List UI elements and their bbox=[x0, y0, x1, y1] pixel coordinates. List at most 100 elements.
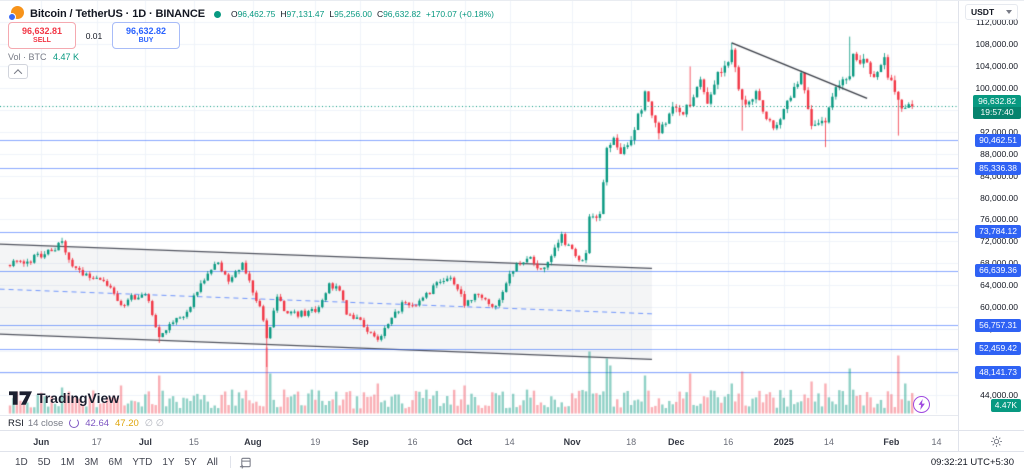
range-button-6m[interactable]: 6M bbox=[103, 455, 127, 470]
sell-price: 96,632.81 bbox=[21, 26, 63, 37]
chevron-down-icon bbox=[1006, 10, 1012, 14]
current-price-badge: 96,632.82 19:57:40 bbox=[973, 95, 1021, 120]
indicator-loading-icon bbox=[69, 418, 80, 428]
axis-divider bbox=[958, 431, 959, 452]
time-axis-tick: 14 bbox=[504, 437, 515, 447]
axis-settings-button[interactable] bbox=[989, 434, 1004, 449]
time-axis-tick: 15 bbox=[188, 437, 199, 447]
rsi-ma-value: 47.20 bbox=[115, 417, 139, 429]
close-value: 96,632.82 bbox=[383, 9, 421, 19]
level-price-badge: 90,462.51 bbox=[975, 133, 1021, 147]
price-scale[interactable]: USDT 112,000.00 108,000.00 104,000.00 100,0… bbox=[958, 1, 1024, 430]
chart-legend: Bitcoin / TetherUS · 1D · BINANCE O96,46… bbox=[8, 6, 494, 22]
market-status-icon bbox=[213, 10, 221, 18]
time-axis-tick: Sep bbox=[352, 437, 369, 447]
gear-icon bbox=[991, 436, 1002, 447]
calendar-icon bbox=[240, 457, 252, 469]
time-axis-tick: Dec bbox=[667, 437, 685, 447]
open-label: O bbox=[230, 9, 238, 19]
collapse-legend-button[interactable] bbox=[8, 64, 28, 79]
bar-countdown: 19:57:40 bbox=[973, 107, 1021, 120]
range-button-1m[interactable]: 1M bbox=[56, 455, 80, 470]
volume-label: Vol · BTC bbox=[8, 52, 47, 62]
time-axis-tick: Jul bbox=[138, 437, 152, 447]
time-axis-tick: 14 bbox=[931, 437, 942, 447]
volume-scale-badge: 4.47K bbox=[990, 399, 1021, 412]
go-to-date-button[interactable] bbox=[238, 454, 254, 470]
time-axis-tick: Jun bbox=[33, 437, 50, 447]
price-scale-label: 112,000.00 bbox=[976, 17, 1018, 28]
time-axis[interactable]: Jun 17 Jul 15 Aug 19 Sep 16 Oct 14 Nov 18 Dec 16 2025 1… bbox=[0, 430, 1024, 452]
time-axis-tick: Feb bbox=[883, 437, 900, 447]
time-axis-tick: Nov bbox=[563, 437, 581, 447]
range-button-1d[interactable]: 1D bbox=[10, 455, 33, 470]
price-scale-label: 44,000.00 bbox=[980, 389, 1018, 400]
trade-buttons: 96,632.81 SELL 0.01 96,632.82 BUY bbox=[8, 22, 180, 49]
price-scale-label: 80,000.00 bbox=[980, 192, 1018, 203]
tradingview-logo-icon bbox=[9, 390, 32, 405]
time-axis-tick: 14 bbox=[823, 437, 834, 447]
time-axis-tick: 19 bbox=[310, 437, 321, 447]
spread-value: 0.01 bbox=[85, 30, 103, 41]
current-price-value: 96,632.82 bbox=[978, 96, 1016, 107]
level-price-badge: 48,141.73 bbox=[975, 365, 1021, 379]
low-label: L bbox=[329, 9, 335, 19]
open-value: 96,462.75 bbox=[237, 9, 276, 19]
price-scale-label: 84,000.00 bbox=[980, 170, 1018, 181]
level-price-badge: 85,336.38 bbox=[975, 161, 1021, 175]
range-button-all[interactable]: All bbox=[202, 455, 223, 470]
bottom-toolbar: 1D 5D 1M 3M 6M YTD 1Y 5Y All 09:32:21 UTC+5:30 bbox=[0, 451, 1024, 471]
change-value: +170.07 (+0.18%) bbox=[425, 9, 494, 19]
buy-label: BUY bbox=[138, 36, 154, 44]
range-button-ytd[interactable]: YTD bbox=[127, 455, 157, 470]
volume-legend: Vol · BTC 4.47 K bbox=[8, 52, 79, 62]
volume-value: 4.47 K bbox=[53, 52, 80, 62]
level-price-badge: 56,757.31 bbox=[975, 318, 1021, 332]
time-axis-tick: 2025 bbox=[773, 437, 794, 447]
price-scale-label: 100,000.00 bbox=[975, 82, 1018, 93]
toolbar-divider bbox=[229, 456, 231, 468]
time-axis-tick: 18 bbox=[626, 437, 637, 447]
ohlc-values: O96,462.75 H97,131.47 L95,256.00 C96,632… bbox=[231, 9, 494, 19]
lightning-icon bbox=[918, 399, 925, 410]
rsi-value: 42.64 bbox=[85, 417, 110, 429]
price-scale-label: 60,000.00 bbox=[980, 302, 1018, 313]
price-scale-label: 108,000.00 bbox=[975, 39, 1018, 49]
price-chart-canvas[interactable] bbox=[0, 1, 958, 430]
chevron-up-icon bbox=[13, 68, 23, 78]
level-price-badge: 66,639.36 bbox=[975, 264, 1021, 278]
range-button-5d[interactable]: 5D bbox=[33, 455, 56, 470]
symbol-logo-icon bbox=[8, 6, 24, 22]
buy-price: 96,632.82 bbox=[125, 26, 167, 37]
range-buttons: 1D 5D 1M 3M 6M YTD 1Y 5Y All bbox=[10, 455, 223, 470]
time-axis-tick: Aug bbox=[244, 437, 262, 447]
price-scale-label: 76,000.00 bbox=[980, 214, 1018, 225]
price-scale-label: 92,000.00 bbox=[980, 126, 1018, 137]
price-scale-label: 68,000.00 bbox=[980, 258, 1018, 268]
clock-label[interactable]: 09:32:21 UTC+5:30 bbox=[930, 456, 1014, 468]
boost-button[interactable] bbox=[913, 396, 930, 413]
buy-button[interactable]: 96,632.82 BUY bbox=[112, 22, 180, 49]
range-button-3m[interactable]: 3M bbox=[80, 455, 104, 470]
rsi-params: 14 close bbox=[27, 417, 64, 429]
rsi-pane-legend: RSI 14 close 42.64 47.20 ∅ ∅ bbox=[0, 415, 958, 430]
level-price-badge: 52,459.42 bbox=[975, 342, 1021, 356]
high-value: 97,131.47 bbox=[286, 9, 325, 19]
tradingview-watermark-text: TradingView bbox=[37, 390, 120, 406]
rsi-empty-values: ∅ ∅ bbox=[144, 417, 164, 429]
tradingview-watermark[interactable]: TradingView bbox=[9, 390, 119, 406]
low-value: 95,256.00 bbox=[334, 9, 372, 19]
price-scale-label: 64,000.00 bbox=[980, 280, 1018, 291]
currency-selector[interactable]: USDT bbox=[965, 4, 1018, 20]
time-axis-tick: 16 bbox=[723, 437, 734, 447]
price-scale-label: 104,000.00 bbox=[975, 60, 1018, 71]
symbol-title[interactable]: Bitcoin / TetherUS · 1D · BINANCE bbox=[30, 8, 205, 20]
sell-button[interactable]: 96,632.81 SELL bbox=[8, 22, 76, 49]
chart-pane: Bitcoin / TetherUS · 1D · BINANCE O96,46… bbox=[0, 1, 958, 430]
range-button-1y[interactable]: 1Y bbox=[157, 455, 179, 470]
rsi-title[interactable]: RSI bbox=[8, 417, 24, 429]
price-scale-label: 72,000.00 bbox=[980, 236, 1018, 247]
price-scale-label: 88,000.00 bbox=[980, 148, 1018, 159]
range-button-5y[interactable]: 5Y bbox=[180, 455, 202, 470]
